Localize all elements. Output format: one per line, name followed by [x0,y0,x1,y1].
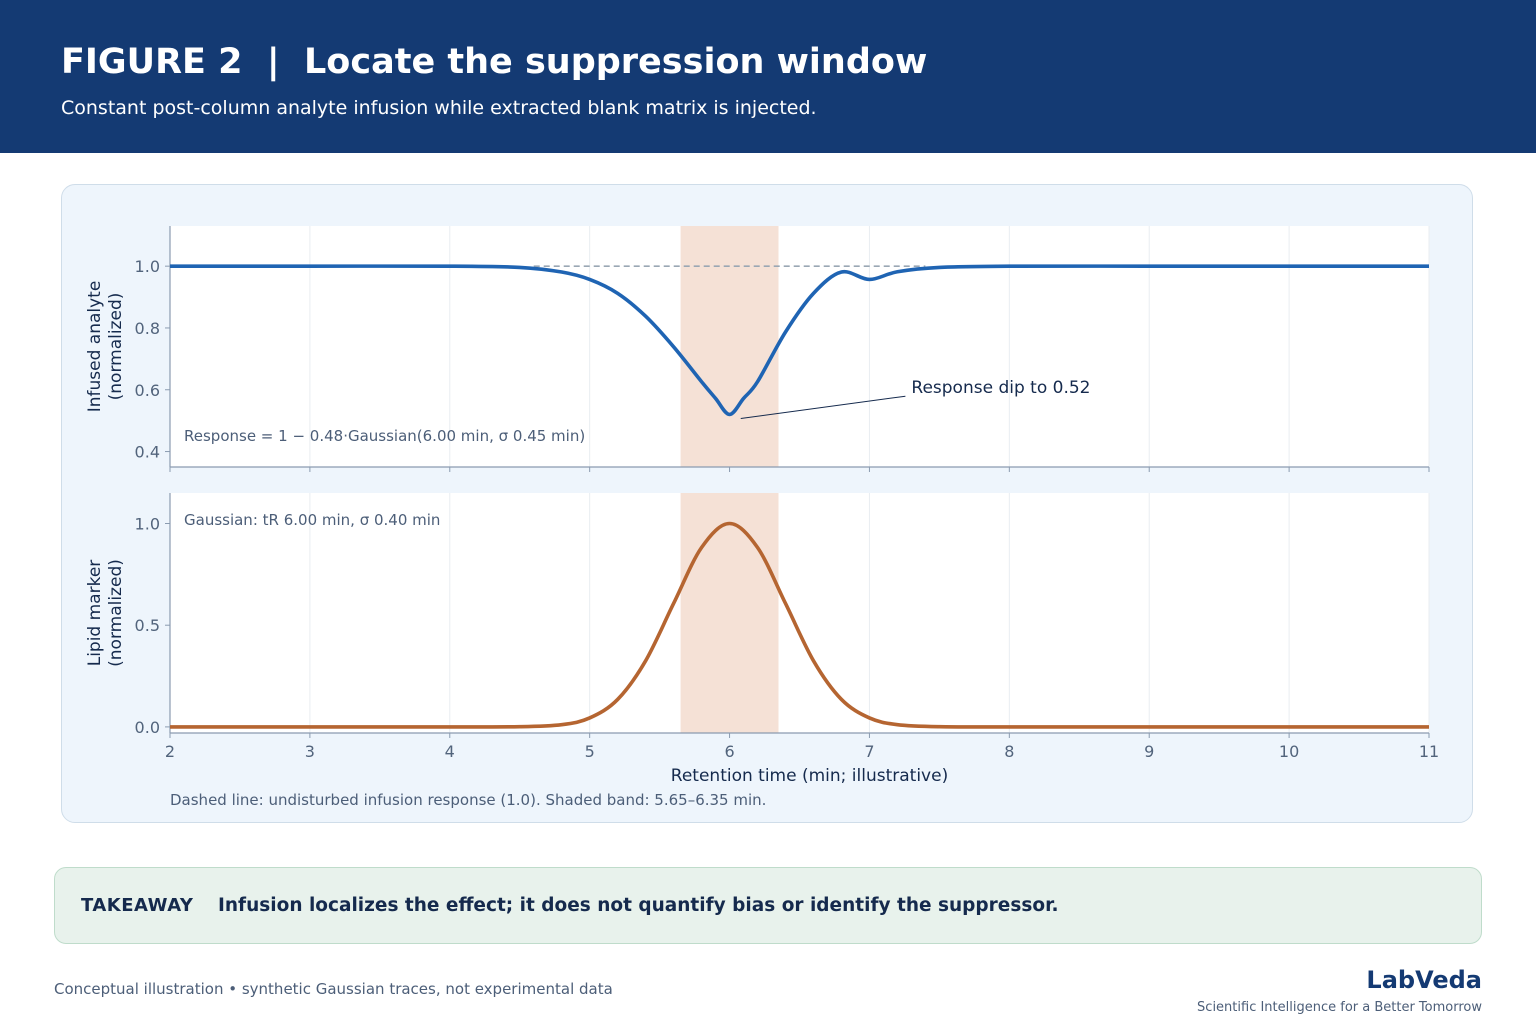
x-tick-label: 2 [165,742,175,761]
y-tick-label: 0.6 [135,381,160,400]
x-tick-label: 11 [1419,742,1439,761]
figure-title: FIGURE 2 | Locate the suppression window [61,42,928,82]
y-tick-label: 1.0 [135,257,160,276]
takeaway-label: TAKEAWAY [81,895,194,916]
x-axis-label: Retention time (min; illustrative) [671,766,948,786]
x-tick-label: 3 [305,742,315,761]
y-axis-label-line: (normalized) [106,559,126,667]
y-tick-label: 0.8 [135,319,160,338]
x-tick-label: 5 [585,742,595,761]
annotation-arrow [740,395,906,419]
y-axis-label: Infused analyte(normalized) [85,281,126,413]
figure-subtitle: Constant post-column analyte infusion wh… [61,97,817,119]
y-tick-label: 0.5 [135,616,160,635]
annotation-dip-label: Response dip to 0.52 [911,378,1090,398]
x-tick-label: 7 [864,742,874,761]
plot-top [165,226,1430,472]
brand-tagline: Scientific Intelligence for a Better Tom… [1197,1000,1482,1015]
x-tick-label: 4 [445,742,455,761]
x-tick-label: 10 [1279,742,1299,761]
chart-panel: 0.4 0.6 0.8 1.0 Infused analyte(normalized) R… [61,184,1473,823]
figure-header: FIGURE 2 | Locate the suppression window… [0,0,1536,153]
y-axis-label-line: Infused analyte [85,281,105,413]
x-tick-label: 9 [1144,742,1154,761]
gaussian-note: Gaussian: tR 6.00 min, σ 0.40 min [184,511,440,529]
y-axis-label-line: Lipid marker [85,560,105,667]
y-axis-label: Lipid marker(normalized) [85,559,126,667]
x-tick-label: 8 [1004,742,1014,761]
brand-logo-text: LabVeda [1366,966,1482,994]
formula-note: Response = 1 − 0.48·Gaussian(6.00 min, σ… [184,427,585,445]
y-axis-label-line: (normalized) [106,293,126,401]
takeaway-text: Infusion localizes the effect; it does n… [218,895,1059,916]
footer-note: Conceptual illustration • synthetic Gaus… [54,980,613,998]
suppression-band [680,226,779,467]
suppression-band [680,493,779,733]
takeaway-box: TAKEAWAY Infusion localizes the effect; … [54,867,1482,944]
y-tick-label: 0.0 [135,718,160,737]
lipid-marker-line [170,521,1429,729]
plot-bottom [165,493,1430,738]
y-tick-label: 1.0 [135,515,160,534]
panel-footnote: Dashed line: undisturbed infusion respon… [170,791,766,809]
x-tick-label: 6 [724,742,734,761]
plot-area-bottom [170,493,1429,733]
infusion-response-line [169,264,1429,417]
y-tick-label: 0.4 [135,443,160,462]
